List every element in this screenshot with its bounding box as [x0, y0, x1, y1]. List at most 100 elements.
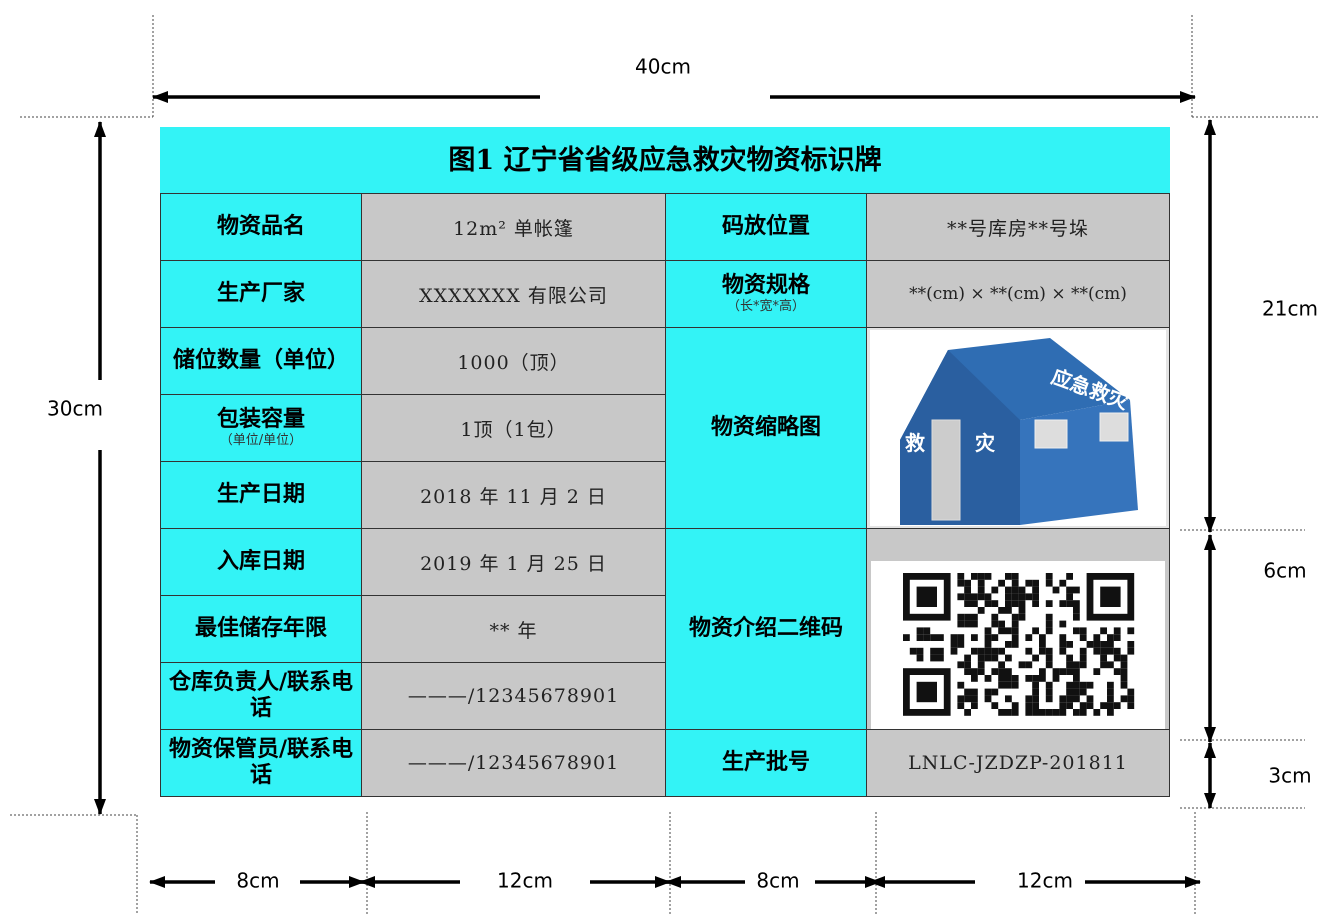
field-label: 物资保管员/联系电话 [160, 729, 362, 797]
qr-module [1120, 668, 1128, 675]
qr-module [1120, 654, 1128, 662]
qr-module [1059, 620, 1067, 628]
qr-module [957, 681, 965, 689]
qr-module [1120, 675, 1128, 682]
qr-module [1073, 709, 1080, 716]
field-label: 最佳储存年限 [160, 595, 362, 663]
qr-module [1011, 579, 1019, 587]
qr-module [1005, 695, 1012, 703]
qr-module [1100, 641, 1107, 648]
qr-module [1107, 634, 1114, 641]
qr-module [1045, 709, 1053, 716]
qr-module [984, 675, 992, 682]
qr-module [1039, 675, 1046, 682]
qr-module [916, 634, 924, 641]
qr-module [1066, 661, 1073, 669]
qr-module [1113, 702, 1121, 709]
qr-module [1045, 627, 1053, 635]
qr-module [1032, 709, 1039, 716]
qr-module [1018, 600, 1026, 607]
qr-module [964, 579, 971, 587]
qr-module [971, 688, 978, 696]
field-label: 生产批号 [665, 729, 867, 797]
qr-module [1107, 681, 1114, 689]
qr-module [930, 647, 937, 655]
qr-module [991, 634, 999, 641]
qr-module [1107, 695, 1114, 703]
qr-module [1079, 647, 1087, 655]
qr-module [1025, 702, 1033, 709]
qr-module [1100, 647, 1107, 655]
qr-module [984, 573, 992, 580]
qr-module [1011, 573, 1019, 580]
qr-module [1045, 654, 1053, 662]
qr-module [991, 586, 999, 594]
qr-module [971, 613, 978, 621]
qr-module [916, 627, 924, 635]
dim-label: 21cm [1262, 297, 1318, 321]
tent-image: 应急救灾 救 灾 [870, 330, 1166, 526]
qr-module [1011, 709, 1019, 716]
qr-module [984, 634, 992, 641]
qr-module [1011, 634, 1019, 641]
qr-module [998, 675, 1005, 682]
qr-module [1120, 695, 1128, 703]
qr-module [998, 627, 1005, 635]
qr-module [1005, 641, 1012, 648]
qr-module [916, 681, 937, 703]
qr-module [977, 579, 985, 587]
qr-module [1025, 634, 1033, 641]
qr-module [1011, 641, 1019, 648]
qr-module [977, 647, 985, 655]
qr-module [977, 661, 985, 669]
qr-module [1100, 702, 1107, 709]
field-label: 物资品名 [160, 193, 362, 261]
qr-module [984, 688, 992, 696]
qr-module [1066, 600, 1073, 607]
qr-module [1052, 709, 1060, 716]
qr-module [930, 634, 937, 641]
qr-module [957, 695, 965, 703]
qr-module [1052, 586, 1060, 594]
field-label: 入库日期 [160, 528, 362, 596]
qr-module [1032, 654, 1039, 662]
qr-module [1005, 668, 1012, 675]
qr-module [984, 593, 992, 601]
qr-module [1045, 579, 1053, 587]
qr-module [1025, 675, 1033, 682]
qr-module [1086, 695, 1094, 703]
qr-module [1045, 695, 1053, 703]
qr-module [1093, 634, 1101, 641]
qr-module [957, 613, 965, 621]
qr-module [923, 634, 931, 641]
qr-module [984, 641, 992, 648]
qr-module [1005, 675, 1012, 682]
tent-window [1099, 412, 1129, 442]
height-label: 30cm [47, 397, 103, 421]
qr-module [1127, 688, 1135, 696]
qr-module [916, 586, 937, 607]
field-label: 储位数量（单位） [160, 327, 362, 395]
field-label: 生产厂家 [160, 260, 362, 328]
qr-module [971, 634, 978, 641]
qr-module [984, 695, 992, 703]
qr-module [1073, 586, 1080, 594]
qr-module [1073, 668, 1080, 675]
qr-module [1093, 641, 1101, 648]
qr-module [991, 702, 999, 709]
qr-module [1059, 695, 1067, 703]
field-label: 物资规格 [721, 273, 810, 298]
qr-module [930, 654, 937, 662]
qr-module [977, 593, 985, 601]
qr-module [937, 634, 944, 641]
qr-module [1025, 709, 1033, 716]
field-label: 码放位置 [665, 193, 867, 261]
qr-module [1066, 702, 1073, 709]
tent-text: 救 [905, 431, 925, 455]
qr-module [1079, 688, 1087, 696]
field-value: 1顶（1包） [361, 394, 666, 462]
qr-module [1113, 627, 1121, 635]
qr-module [1018, 586, 1026, 594]
qr-module [1107, 709, 1114, 716]
